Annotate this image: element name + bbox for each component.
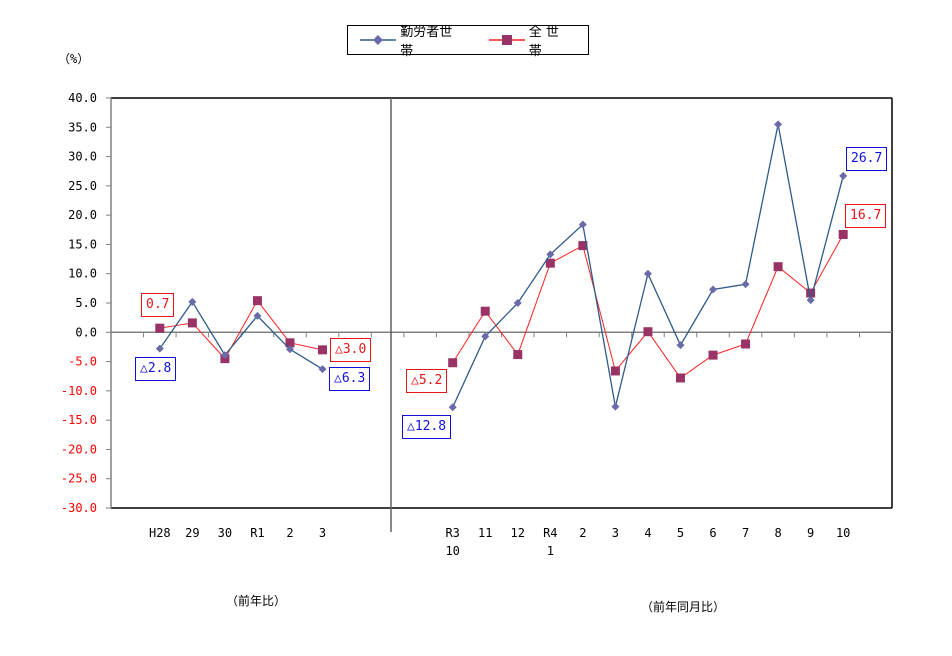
diamond-marker [709, 285, 718, 294]
value-callout: △12.8 [402, 415, 452, 439]
diamond-marker [155, 344, 164, 353]
y-tick-label: 5.0 [75, 296, 97, 310]
y-tick-label: -5.0 [68, 355, 97, 369]
y-tick-label: 15.0 [68, 237, 97, 251]
square-marker [838, 229, 848, 239]
square-marker [610, 366, 620, 376]
y-tick-label: -20.0 [61, 442, 97, 456]
y-tick-label: -25.0 [61, 472, 97, 486]
legend-item-all-households: 全 世 帯 [487, 21, 574, 59]
square-marker [545, 258, 555, 268]
square-marker [318, 345, 328, 355]
diamond-marker [774, 120, 783, 129]
value-callout: △2.8 [135, 357, 177, 381]
diamond-marker [578, 220, 587, 229]
square-marker [480, 306, 490, 316]
monthly-group-label: （前年同月比） [641, 600, 726, 614]
x-category-label: 30 [218, 526, 232, 540]
square-marker [675, 373, 685, 383]
x-category-label: 4 [644, 526, 651, 540]
diamond-marker [318, 365, 327, 374]
y-tick-label: 20.0 [68, 208, 97, 222]
x-category-label: 11 [478, 526, 492, 540]
diamond-marker [676, 341, 685, 350]
value-callout: 0.7 [141, 293, 175, 317]
diamond-marker [285, 345, 294, 354]
series-workers-line [452, 124, 844, 408]
square-marker-icon [488, 35, 525, 45]
diamond-marker [220, 351, 229, 360]
diamond-marker [253, 311, 262, 320]
y-tick-label: 25.0 [68, 179, 97, 193]
annual-group-label: （前年比） [226, 594, 287, 608]
x-category-label: 8 [774, 526, 781, 540]
x-category-label: 2 [579, 526, 586, 540]
square-marker [578, 241, 588, 251]
value-callout: 16.7 [845, 204, 887, 228]
y-tick-label: 10.0 [68, 267, 97, 281]
value-callout: △5.2 [406, 369, 448, 393]
square-marker [513, 350, 523, 360]
value-callout: △3.0 [330, 338, 372, 362]
diamond-marker [546, 250, 555, 259]
x-category-label: 9 [807, 526, 814, 540]
square-marker [187, 318, 197, 328]
y-tick-label: 35.0 [68, 120, 97, 134]
y-tick-label: -10.0 [61, 384, 97, 398]
legend-item-workers: 勤労者世帯 [358, 21, 463, 59]
square-marker [773, 262, 783, 272]
diamond-marker [839, 171, 848, 180]
y-tick-label: -15.0 [61, 413, 97, 427]
y-tick-label: -30.0 [61, 501, 97, 515]
x-category-label: 7 [742, 526, 749, 540]
square-marker [741, 339, 751, 349]
chart-legend: 勤労者世帯 全 世 帯 [347, 25, 589, 59]
x-category-label: R4 [543, 526, 557, 540]
diamond-marker [481, 332, 490, 341]
diamond-marker [806, 296, 815, 305]
diamond-marker [611, 402, 620, 411]
y-axis-unit-label: （%） [58, 52, 90, 66]
legend-label-all-households: 全 世 帯 [528, 25, 559, 59]
square-marker [252, 296, 262, 306]
x-category-label: 12 [511, 526, 525, 540]
x-category-label: 6 [709, 526, 716, 540]
square-marker [708, 350, 718, 360]
diamond-marker-icon [360, 35, 396, 45]
y-tick-label: 30.0 [68, 150, 97, 164]
diamond-marker [643, 269, 652, 278]
x-category-label: 3 [319, 526, 326, 540]
x-category-label: 1 [547, 544, 554, 558]
x-category-label: 5 [677, 526, 684, 540]
y-tick-label: 0.0 [75, 325, 97, 339]
square-marker [155, 323, 165, 333]
series-all-households-line [159, 299, 323, 360]
x-category-label: H28 [149, 526, 171, 540]
y-tick-label: 40.0 [68, 91, 97, 105]
x-category-label: 10 [445, 544, 459, 558]
diamond-marker [188, 297, 197, 306]
x-category-label: 3 [612, 526, 619, 540]
value-callout: 26.7 [846, 147, 888, 171]
legend-label-workers: 勤労者世帯 [400, 25, 453, 59]
square-marker [285, 338, 295, 348]
x-category-label: R1 [250, 526, 264, 540]
series-workers-line [159, 300, 323, 370]
x-category-label: 29 [185, 526, 199, 540]
x-category-label: 10 [836, 526, 850, 540]
square-marker [448, 358, 458, 368]
square-marker [806, 288, 816, 298]
value-callout: △6.3 [329, 367, 371, 391]
diamond-marker [513, 299, 522, 307]
square-marker [643, 327, 653, 337]
diamond-marker [741, 280, 750, 289]
x-category-label: 2 [286, 526, 293, 540]
series-all-households-line [452, 234, 844, 379]
diamond-marker [448, 403, 457, 412]
x-category-label: R3 [445, 526, 459, 540]
